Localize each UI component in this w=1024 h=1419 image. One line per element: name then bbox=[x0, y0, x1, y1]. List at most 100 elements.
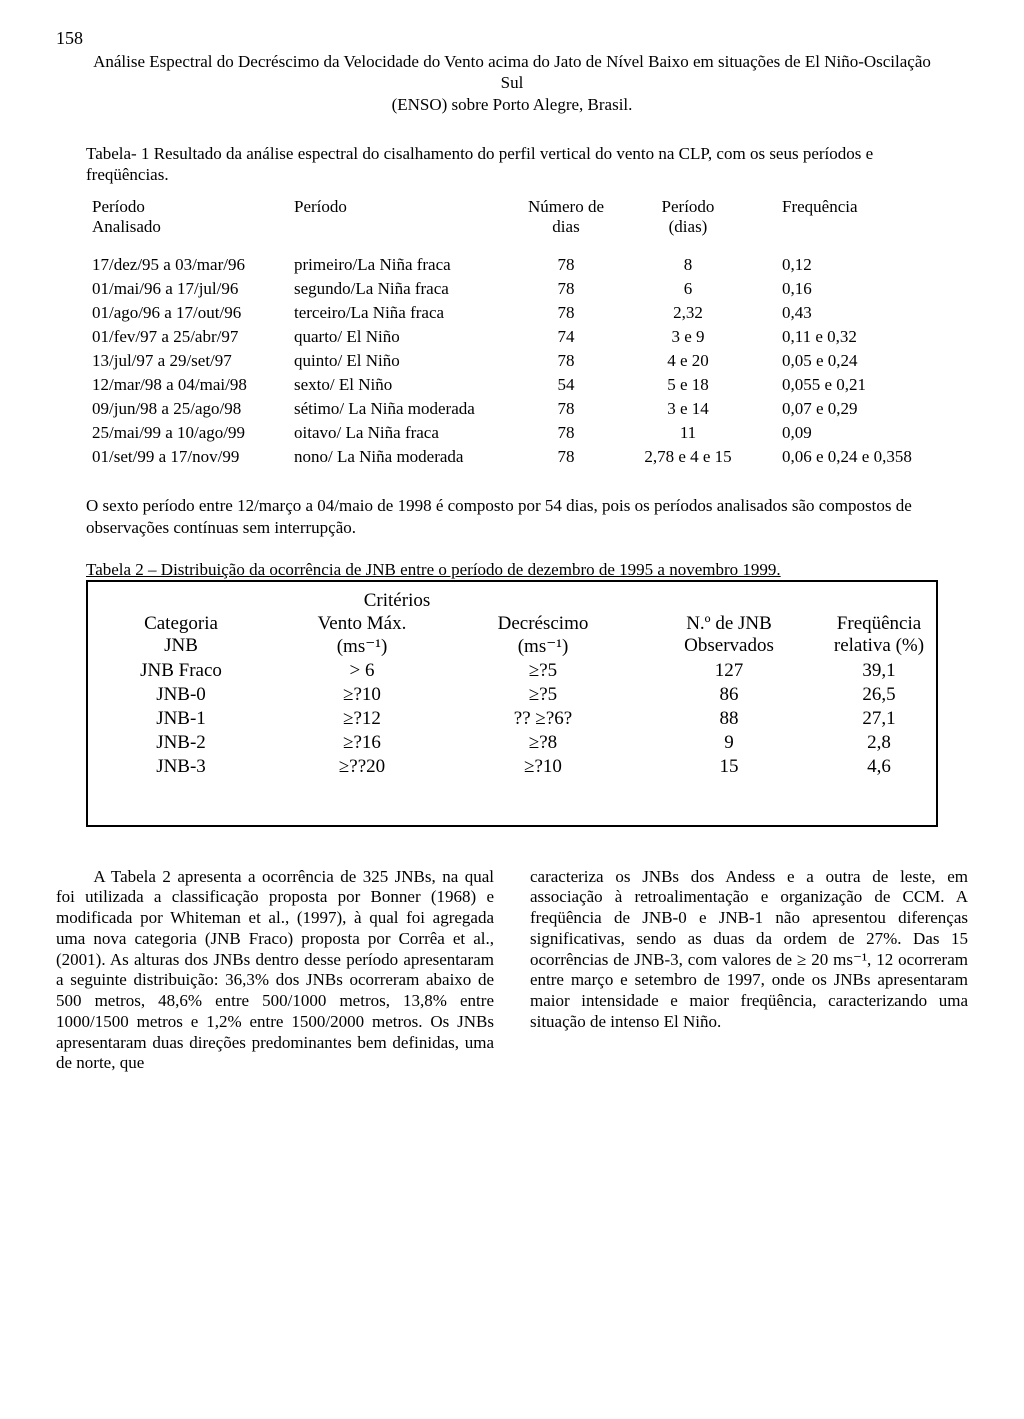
t1-cell-numdias: 78 bbox=[510, 301, 622, 325]
t1-cell-periodo: sexto/ El Niño bbox=[288, 373, 510, 397]
table-row: JNB-3≥??20≥?10154,6 bbox=[88, 755, 936, 779]
t2-cell-categoria: JNB Fraco bbox=[88, 659, 274, 683]
t1-cell-periodo-dias: 2,32 bbox=[622, 301, 754, 325]
body-column-left: A Tabela 2 apresenta a ocorrência de 325… bbox=[56, 867, 494, 1074]
t1-hdr-num-b: dias bbox=[516, 217, 616, 237]
t2-cell-frequencia: 27,1 bbox=[822, 707, 936, 731]
t2-hdr-cat-b: JNB bbox=[164, 635, 198, 656]
t2-cell-decrescimo: ≥?8 bbox=[450, 731, 636, 755]
t1-cell-analisado: 01/mai/96 a 17/jul/96 bbox=[86, 277, 288, 301]
t1-cell-periodo-dias: 3 e 14 bbox=[622, 397, 754, 421]
table-2-box: Critérios Categoria JNB Vento Máx. (ms⁻¹… bbox=[86, 580, 938, 827]
body-columns: A Tabela 2 apresenta a ocorrência de 325… bbox=[56, 867, 968, 1074]
t2-cell-observados: 127 bbox=[636, 659, 822, 683]
t2-cell-ventomax: > 6 bbox=[274, 659, 450, 683]
table-row: 17/dez/95 a 03/mar/96primeiro/La Niña fr… bbox=[86, 253, 998, 277]
t2-cell-observados: 86 bbox=[636, 683, 822, 707]
t1-cell-analisado: 17/dez/95 a 03/mar/96 bbox=[86, 253, 288, 277]
table-row: 01/set/99 a 17/nov/99nono/ La Niña moder… bbox=[86, 445, 998, 469]
table-row: JNB-1≥?12?? ≥?6?8827,1 bbox=[88, 707, 936, 731]
t2-hdr-obs-b: Observados bbox=[684, 635, 774, 656]
page-number: 158 bbox=[56, 28, 968, 49]
t1-cell-periodo-dias: 5 e 18 bbox=[622, 373, 754, 397]
t1-cell-analisado: 25/mai/99 a 10/ago/99 bbox=[86, 421, 288, 445]
table-1-note: O sexto período entre 12/março a 04/maio… bbox=[86, 495, 938, 538]
t2-cell-decrescimo: ≥?10 bbox=[450, 755, 636, 779]
t2-cell-ventomax: ≥?16 bbox=[274, 731, 450, 755]
t2-hdr-vm-a: Vento Máx. bbox=[318, 613, 407, 634]
t2-cell-observados: 88 bbox=[636, 707, 822, 731]
t2-cell-ventomax: ≥?12 bbox=[274, 707, 450, 731]
t1-cell-freq: 0,07 e 0,29 bbox=[754, 397, 998, 421]
t2-cell-categoria: JNB-0 bbox=[88, 683, 274, 707]
t1-cell-periodo-dias: 6 bbox=[622, 277, 754, 301]
table-row: 25/mai/99 a 10/ago/99oitavo/ La Niña fra… bbox=[86, 421, 998, 445]
t1-cell-periodo-dias: 8 bbox=[622, 253, 754, 277]
table-1-body: 17/dez/95 a 03/mar/96primeiro/La Niña fr… bbox=[86, 253, 998, 469]
t1-cell-analisado: 12/mar/98 a 04/mai/98 bbox=[86, 373, 288, 397]
t1-cell-analisado: 01/fev/97 a 25/abr/97 bbox=[86, 325, 288, 349]
table-2-caption: Tabela 2 – Distribuição da ocorrência de… bbox=[86, 560, 968, 580]
t2-cell-ventomax: ≥?10 bbox=[274, 683, 450, 707]
table-1: Período Analisado Período Número de dias… bbox=[86, 195, 998, 469]
t1-cell-periodo-dias: 11 bbox=[622, 421, 754, 445]
table-row: JNB-0≥?10≥?58626,5 bbox=[88, 683, 936, 707]
table-row: 09/jun/98 a 25/ago/98sétimo/ La Niña mod… bbox=[86, 397, 998, 421]
t1-hdr-freq: Frequência bbox=[782, 197, 858, 216]
t2-cell-decrescimo: ?? ≥?6? bbox=[450, 707, 636, 731]
table-row: JNB Fraco> 6≥?512739,1 bbox=[88, 659, 936, 683]
t1-cell-numdias: 78 bbox=[510, 421, 622, 445]
t1-cell-periodo: terceiro/La Niña fraca bbox=[288, 301, 510, 325]
t2-hdr-fr-a: Freqüência bbox=[837, 613, 921, 634]
t2-cell-frequencia: 4,6 bbox=[822, 755, 936, 779]
t2-hdr-obs-a: N.º de JNB bbox=[686, 613, 772, 634]
t1-cell-analisado: 01/set/99 a 17/nov/99 bbox=[86, 445, 288, 469]
table-row: 12/mar/98 a 04/mai/98sexto/ El Niño545 e… bbox=[86, 373, 998, 397]
t2-cell-observados: 15 bbox=[636, 755, 822, 779]
t2-cell-categoria: JNB-3 bbox=[88, 755, 274, 779]
t1-cell-numdias: 74 bbox=[510, 325, 622, 349]
t1-cell-periodo: segundo/La Niña fraca bbox=[288, 277, 510, 301]
t1-cell-freq: 0,12 bbox=[754, 253, 998, 277]
table-2-criterios-label: Critérios bbox=[88, 590, 936, 612]
t1-cell-freq: 0,43 bbox=[754, 301, 998, 325]
table-1-caption: Tabela- 1 Resultado da análise espectral… bbox=[86, 143, 968, 186]
t1-cell-numdias: 54 bbox=[510, 373, 622, 397]
t1-hdr-pd-a: Período bbox=[628, 197, 748, 217]
t1-hdr-analisado-b: Analisado bbox=[92, 217, 282, 237]
t2-cell-categoria: JNB-2 bbox=[88, 731, 274, 755]
t2-cell-frequencia: 26,5 bbox=[822, 683, 936, 707]
table-2-header: Categoria JNB Vento Máx. (ms⁻¹) Decrésci… bbox=[88, 612, 936, 659]
body-column-right: caracteriza os JNBs dos Andess e a outra… bbox=[530, 867, 968, 1074]
t1-hdr-num-a: Número de bbox=[516, 197, 616, 217]
t1-cell-numdias: 78 bbox=[510, 253, 622, 277]
t1-cell-freq: 0,055 e 0,21 bbox=[754, 373, 998, 397]
table-row: 01/ago/96 a 17/out/96terceiro/La Niña fr… bbox=[86, 301, 998, 325]
t2-cell-decrescimo: ≥?5 bbox=[450, 659, 636, 683]
t1-cell-freq: 0,06 e 0,24 e 0,358 bbox=[754, 445, 998, 469]
t1-cell-periodo-dias: 3 e 9 bbox=[622, 325, 754, 349]
t2-cell-categoria: JNB-1 bbox=[88, 707, 274, 731]
t1-cell-periodo-dias: 2,78 e 4 e 15 bbox=[622, 445, 754, 469]
table-row: JNB-2≥?16≥?892,8 bbox=[88, 731, 936, 755]
running-title: Análise Espectral do Decréscimo da Veloc… bbox=[56, 51, 968, 115]
t2-hdr-dec-a: Decréscimo bbox=[498, 613, 589, 634]
t2-hdr-dec-b: (ms⁻¹) bbox=[518, 636, 569, 657]
t1-cell-periodo: sétimo/ La Niña moderada bbox=[288, 397, 510, 421]
t1-cell-numdias: 78 bbox=[510, 349, 622, 373]
t1-cell-freq: 0,09 bbox=[754, 421, 998, 445]
t1-cell-periodo: quinto/ El Niño bbox=[288, 349, 510, 373]
t1-cell-periodo-dias: 4 e 20 bbox=[622, 349, 754, 373]
page: 158 Análise Espectral do Decréscimo da V… bbox=[0, 0, 1024, 1419]
table-row: 01/mai/96 a 17/jul/96segundo/La Niña fra… bbox=[86, 277, 998, 301]
t1-cell-freq: 0,16 bbox=[754, 277, 998, 301]
t2-hdr-fr-b: relativa (%) bbox=[834, 635, 924, 656]
t1-cell-analisado: 01/ago/96 a 17/out/96 bbox=[86, 301, 288, 325]
t1-hdr-periodo: Período bbox=[294, 197, 347, 216]
t1-cell-freq: 0,05 e 0,24 bbox=[754, 349, 998, 373]
t1-cell-periodo: oitavo/ La Niña fraca bbox=[288, 421, 510, 445]
t1-hdr-analisado-a: Período bbox=[92, 197, 282, 217]
t1-cell-periodo: quarto/ El Niño bbox=[288, 325, 510, 349]
running-title-line-1: Análise Espectral do Decréscimo da Veloc… bbox=[93, 52, 931, 92]
t2-hdr-cat-a: Categoria bbox=[144, 613, 218, 634]
